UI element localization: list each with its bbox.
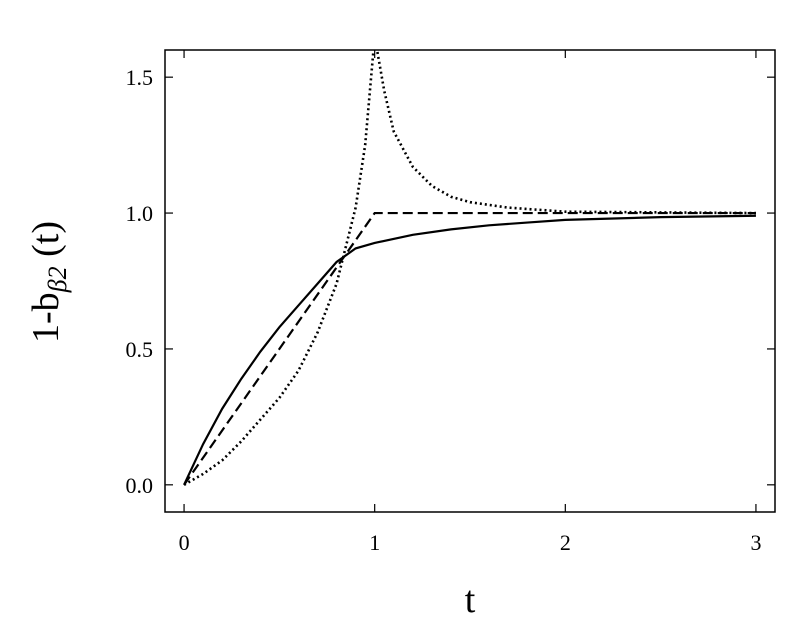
series-line <box>183 214 756 486</box>
y-title-sub: β2 <box>43 266 72 293</box>
series-line <box>183 211 756 486</box>
y-tick-label: 0.5 <box>126 337 154 362</box>
y-axis-title: 1-bβ2 (t) <box>25 221 72 343</box>
x-axis-title: t <box>465 579 476 621</box>
x-tick-label: 0 <box>179 530 190 555</box>
x-tick-label: 2 <box>560 530 571 555</box>
x-tick-label: 3 <box>750 530 761 555</box>
x-tick-label: 1 <box>369 530 380 555</box>
y-tick-label: 0.0 <box>126 473 154 498</box>
plot-frame <box>164 49 776 513</box>
y-tick-label: 1.0 <box>126 201 154 226</box>
series-line <box>183 50 756 486</box>
plot-area <box>183 50 756 486</box>
y-title-suffix: (t) <box>25 221 67 266</box>
y-tick-label: 1.5 <box>126 65 154 90</box>
y-title-main: 1-b <box>25 292 67 343</box>
